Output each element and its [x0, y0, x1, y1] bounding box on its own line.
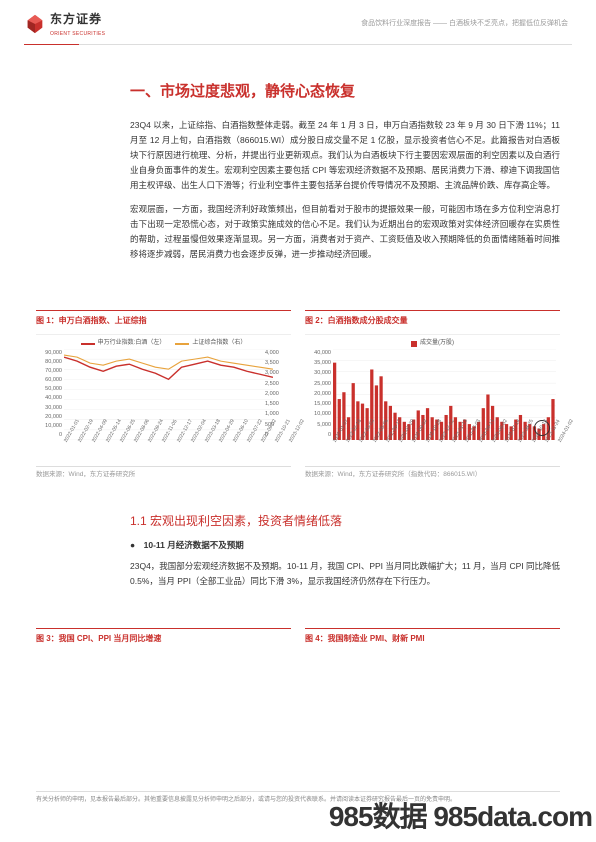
- para-2: 宏观层面，一方面，我国经济利好政策频出，但目前看对于股市的提振效果一般，可能因市…: [130, 202, 560, 262]
- section-title: 一、市场过度悲观，静待心态恢复: [130, 80, 560, 104]
- legend-item: 申万行业指数:白酒（左）: [81, 339, 166, 349]
- logo-cn: 东方证券: [50, 10, 105, 29]
- legend-label: 上证综合指数（右）: [192, 339, 246, 349]
- chart-2-x-axis: 2022-01-072022-02-182022-03-022022-05-06…: [331, 440, 556, 462]
- chart-row-1: 图 1：申万白酒指数、上证综指 申万行业指数:白酒（左） 上证综合指数（右） 9…: [36, 310, 560, 480]
- chart-1-caption: 图 1：申万白酒指数、上证综指: [36, 310, 291, 328]
- subsection-title: 1.1 宏观出现利空因素，投资者情绪低落: [130, 512, 560, 531]
- chart-1-y-left: 90,00080,00070,00060,00050,00040,00030,0…: [36, 349, 62, 440]
- header-rule: [24, 44, 572, 45]
- chart-2-source: 数据来源：Wind，东方证券研究所（指数代码：866015.WI）: [305, 466, 560, 480]
- chart-1-source: 数据来源：Wind，东方证券研究所: [36, 466, 291, 480]
- chart-2-caption: 图 2：白酒指数成分股成交量: [305, 310, 560, 328]
- logo-en: ORIENT SECURITIES: [50, 30, 105, 38]
- logo-text: 东方证券 ORIENT SECURITIES: [50, 10, 105, 37]
- legend-item: 上证综合指数（右）: [175, 339, 246, 349]
- chart-2: 图 2：白酒指数成分股成交量 成交量(万股) 40,00035,00030,00…: [305, 310, 560, 480]
- chart-2-legend: 成交量(万股): [305, 339, 560, 349]
- legend-label: 成交量(万股): [420, 339, 454, 349]
- chart-1-x-axis: 2022-01-012022-02-192022-04-092022-05-14…: [62, 440, 287, 462]
- chart-4: 图 4：我国制造业 PMI、财新 PMI: [305, 628, 560, 652]
- chart-2-y-left: 40,00035,00030,00025,00020,00015,00010,0…: [305, 349, 331, 440]
- page-header: 东方证券 ORIENT SECURITIES 食品饮料行业深度报告 —— 白酒板…: [0, 0, 596, 48]
- chart-3-caption: 图 3：我国 CPI、PPI 当月同比增速: [36, 628, 291, 646]
- swatch-icon: [175, 343, 189, 345]
- legend-item: 成交量(万股): [411, 339, 454, 349]
- chart-row-2: 图 3：我国 CPI、PPI 当月同比增速 图 4：我国制造业 PMI、财新 P…: [36, 628, 560, 652]
- watermark: 985数据 985data.com: [329, 795, 592, 840]
- swatch-icon: [81, 343, 95, 345]
- bullet-text: 10-11 月经济数据不及预期: [144, 540, 244, 550]
- chart-4-caption: 图 4：我国制造业 PMI、财新 PMI: [305, 628, 560, 646]
- chart-3: 图 3：我国 CPI、PPI 当月同比增速: [36, 628, 291, 652]
- header-subtitle: 食品饮料行业深度报告 —— 白酒板块不乏亮点，把握低位反弹机会: [361, 18, 568, 29]
- para-3: 23Q4，我国部分宏观经济数据不及预期。10-11 月，我国 CPI、PPI 当…: [130, 559, 560, 589]
- legend-label: 申万行业指数:白酒（左）: [98, 339, 166, 349]
- logo-block: 东方证券 ORIENT SECURITIES: [24, 10, 105, 37]
- chart-2-body: 成交量(万股) 40,00035,00030,00025,00020,00015…: [305, 334, 560, 462]
- logo-icon: [24, 13, 46, 35]
- chart-1: 图 1：申万白酒指数、上证综指 申万行业指数:白酒（左） 上证综合指数（右） 9…: [36, 310, 291, 480]
- content-section-2: 1.1 宏观出现利空因素，投资者情绪低落 ● 10-11 月经济数据不及预期 2…: [130, 512, 560, 599]
- chart-1-legend: 申万行业指数:白酒（左） 上证综合指数（右）: [36, 339, 291, 349]
- chart-1-body: 申万行业指数:白酒（左） 上证综合指数（右） 90,00080,00070,00…: [36, 334, 291, 462]
- bullet-title: ● 10-11 月经济数据不及预期: [130, 539, 560, 553]
- para-1: 23Q4 以来，上证综指、白酒指数整体走弱。截至 24 年 1 月 3 日，申万…: [130, 118, 560, 192]
- swatch-icon: [411, 341, 417, 347]
